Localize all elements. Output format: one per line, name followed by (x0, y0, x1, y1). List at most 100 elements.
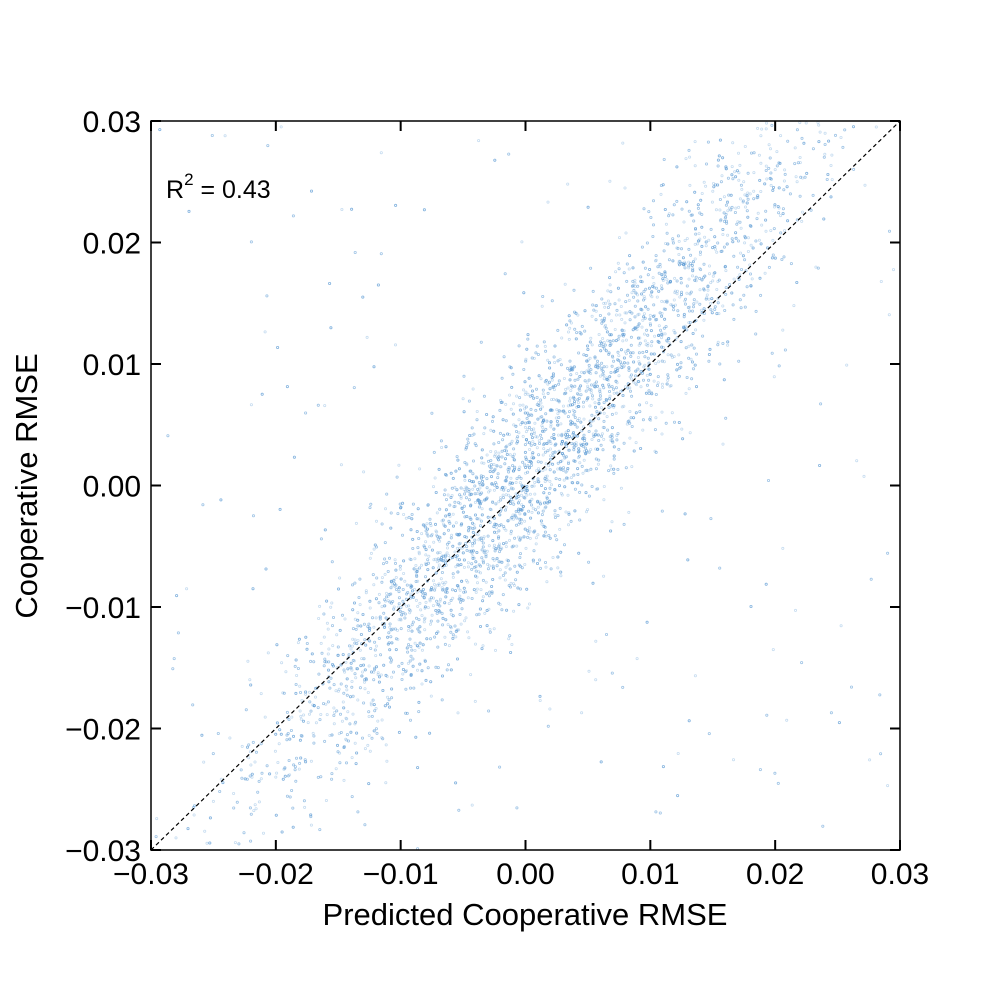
data-point (508, 453, 512, 457)
data-point (543, 395, 547, 399)
data-point (512, 452, 516, 456)
data-point (321, 702, 325, 706)
data-point (514, 492, 518, 496)
data-point (512, 447, 516, 451)
data-point (406, 629, 410, 633)
data-point (601, 344, 605, 348)
data-point (416, 766, 420, 770)
data-point (552, 436, 556, 440)
data-point (654, 810, 658, 814)
data-point (550, 408, 554, 412)
data-point (626, 348, 630, 352)
data-point (829, 163, 833, 167)
data-point (602, 401, 606, 405)
data-point (587, 494, 591, 498)
data-point (440, 571, 444, 575)
data-point (576, 472, 580, 476)
data-point (543, 380, 547, 384)
data-point (393, 561, 397, 565)
data-point (573, 327, 577, 331)
data-point (451, 512, 455, 516)
data-point (653, 428, 657, 432)
data-point (685, 237, 689, 241)
data-point (712, 185, 716, 189)
data-point (454, 469, 458, 473)
data-point (634, 326, 638, 330)
data-point (435, 533, 439, 537)
data-point (380, 580, 384, 584)
data-point (518, 465, 522, 469)
data-point (735, 222, 739, 226)
data-point (608, 389, 612, 393)
data-point (480, 548, 484, 552)
data-point (462, 590, 466, 594)
data-point (478, 499, 482, 503)
data-point (502, 355, 506, 359)
data-point (704, 240, 708, 244)
data-point (601, 383, 605, 387)
data-point (512, 582, 516, 586)
data-point (568, 359, 572, 363)
data-point (448, 521, 452, 525)
data-point (446, 623, 450, 627)
data-point (265, 764, 269, 768)
data-point (404, 597, 408, 601)
data-point (535, 395, 539, 399)
data-point (724, 212, 728, 216)
data-point (549, 408, 553, 412)
data-point (622, 441, 626, 445)
data-point (564, 430, 568, 434)
data-point (684, 346, 688, 350)
data-point (451, 524, 455, 528)
data-point (649, 418, 653, 422)
data-point (519, 518, 523, 522)
data-point (467, 399, 471, 403)
data-point (556, 461, 560, 465)
data-point (154, 835, 158, 839)
data-point (600, 321, 604, 325)
data-point (553, 534, 557, 538)
data-point (781, 328, 785, 332)
data-point (475, 551, 479, 555)
data-point (684, 391, 688, 395)
data-point (696, 206, 700, 210)
data-point (599, 340, 603, 344)
data-point (438, 597, 442, 601)
data-point (671, 213, 675, 217)
data-point (776, 204, 780, 208)
data-point (303, 805, 307, 809)
data-point (663, 332, 667, 336)
data-point (480, 479, 484, 483)
data-point (726, 176, 730, 180)
data-point (330, 733, 334, 737)
data-point (541, 509, 545, 513)
data-point (559, 550, 563, 554)
data-point (738, 298, 742, 302)
data-point (711, 274, 715, 278)
data-point (771, 188, 775, 192)
data-point (529, 407, 533, 411)
data-point (468, 493, 472, 497)
data-point (426, 503, 430, 507)
data-point (385, 492, 389, 496)
data-point (632, 288, 636, 292)
data-point (852, 125, 856, 129)
data-point (591, 289, 595, 293)
data-point (526, 337, 530, 341)
data-point (680, 427, 684, 431)
data-point (475, 418, 479, 422)
data-point (457, 563, 461, 567)
data-point (539, 566, 543, 570)
data-point (334, 689, 338, 693)
data-point (502, 433, 506, 437)
data-point (351, 637, 355, 641)
data-point (829, 711, 833, 715)
data-point (666, 378, 670, 382)
data-point (460, 579, 464, 583)
data-point (779, 231, 783, 235)
data-point (892, 268, 896, 272)
data-point (546, 391, 550, 395)
data-point (770, 123, 774, 127)
data-point (638, 403, 642, 407)
data-point (764, 127, 768, 131)
